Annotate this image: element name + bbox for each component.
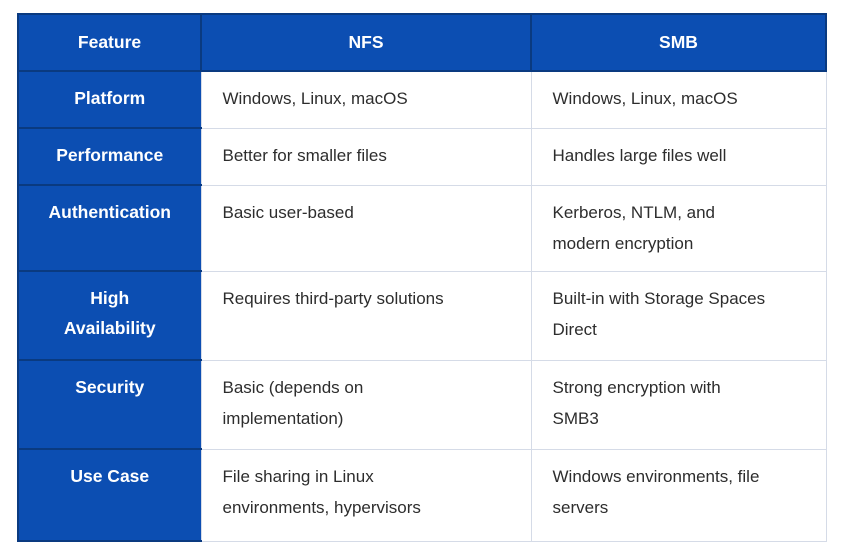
nfs-value: Basic (depends on implementation) [200,359,532,450]
nfs-value: Basic user-based [200,184,532,272]
nfs-value: Windows, Linux, macOS [200,70,532,129]
table-row-security: Security Basic (depends on implementatio… [17,359,827,450]
smb-value: Windows environments, file servers [530,448,827,542]
nfs-value: Requires third-party solutions [200,270,532,361]
nfs-value: Better for smaller files [200,127,532,186]
nfs-smb-comparison-table: Feature NFS SMB Platform Windows, Linux,… [17,13,827,542]
table-row-performance: Performance Better for smaller files Han… [17,127,827,186]
feature-label: High Availability [17,270,202,361]
feature-label: Authentication [17,184,202,272]
smb-value: Strong encryption with SMB3 [530,359,827,450]
smb-value: Built-in with Storage Spaces Direct [530,270,827,361]
table-row-high-availability: High Availability Requires third-party s… [17,270,827,361]
column-header-nfs: NFS [200,13,532,72]
feature-label: Platform [17,70,202,129]
nfs-value: File sharing in Linux environments, hype… [200,448,532,542]
feature-label: Use Case [17,448,202,542]
smb-value: Handles large files well [530,127,827,186]
header-row: Feature NFS SMB [17,13,827,72]
smb-value: Kerberos, NTLM, and modern encryption [530,184,827,272]
column-header-feature: Feature [17,13,202,72]
table-row-platform: Platform Windows, Linux, macOS Windows, … [17,70,827,129]
feature-label: Performance [17,127,202,186]
feature-label: Security [17,359,202,450]
column-header-smb: SMB [530,13,827,72]
table-row-use-case: Use Case File sharing in Linux environme… [17,448,827,542]
smb-value: Windows, Linux, macOS [530,70,827,129]
table-row-authentication: Authentication Basic user-based Kerberos… [17,184,827,272]
